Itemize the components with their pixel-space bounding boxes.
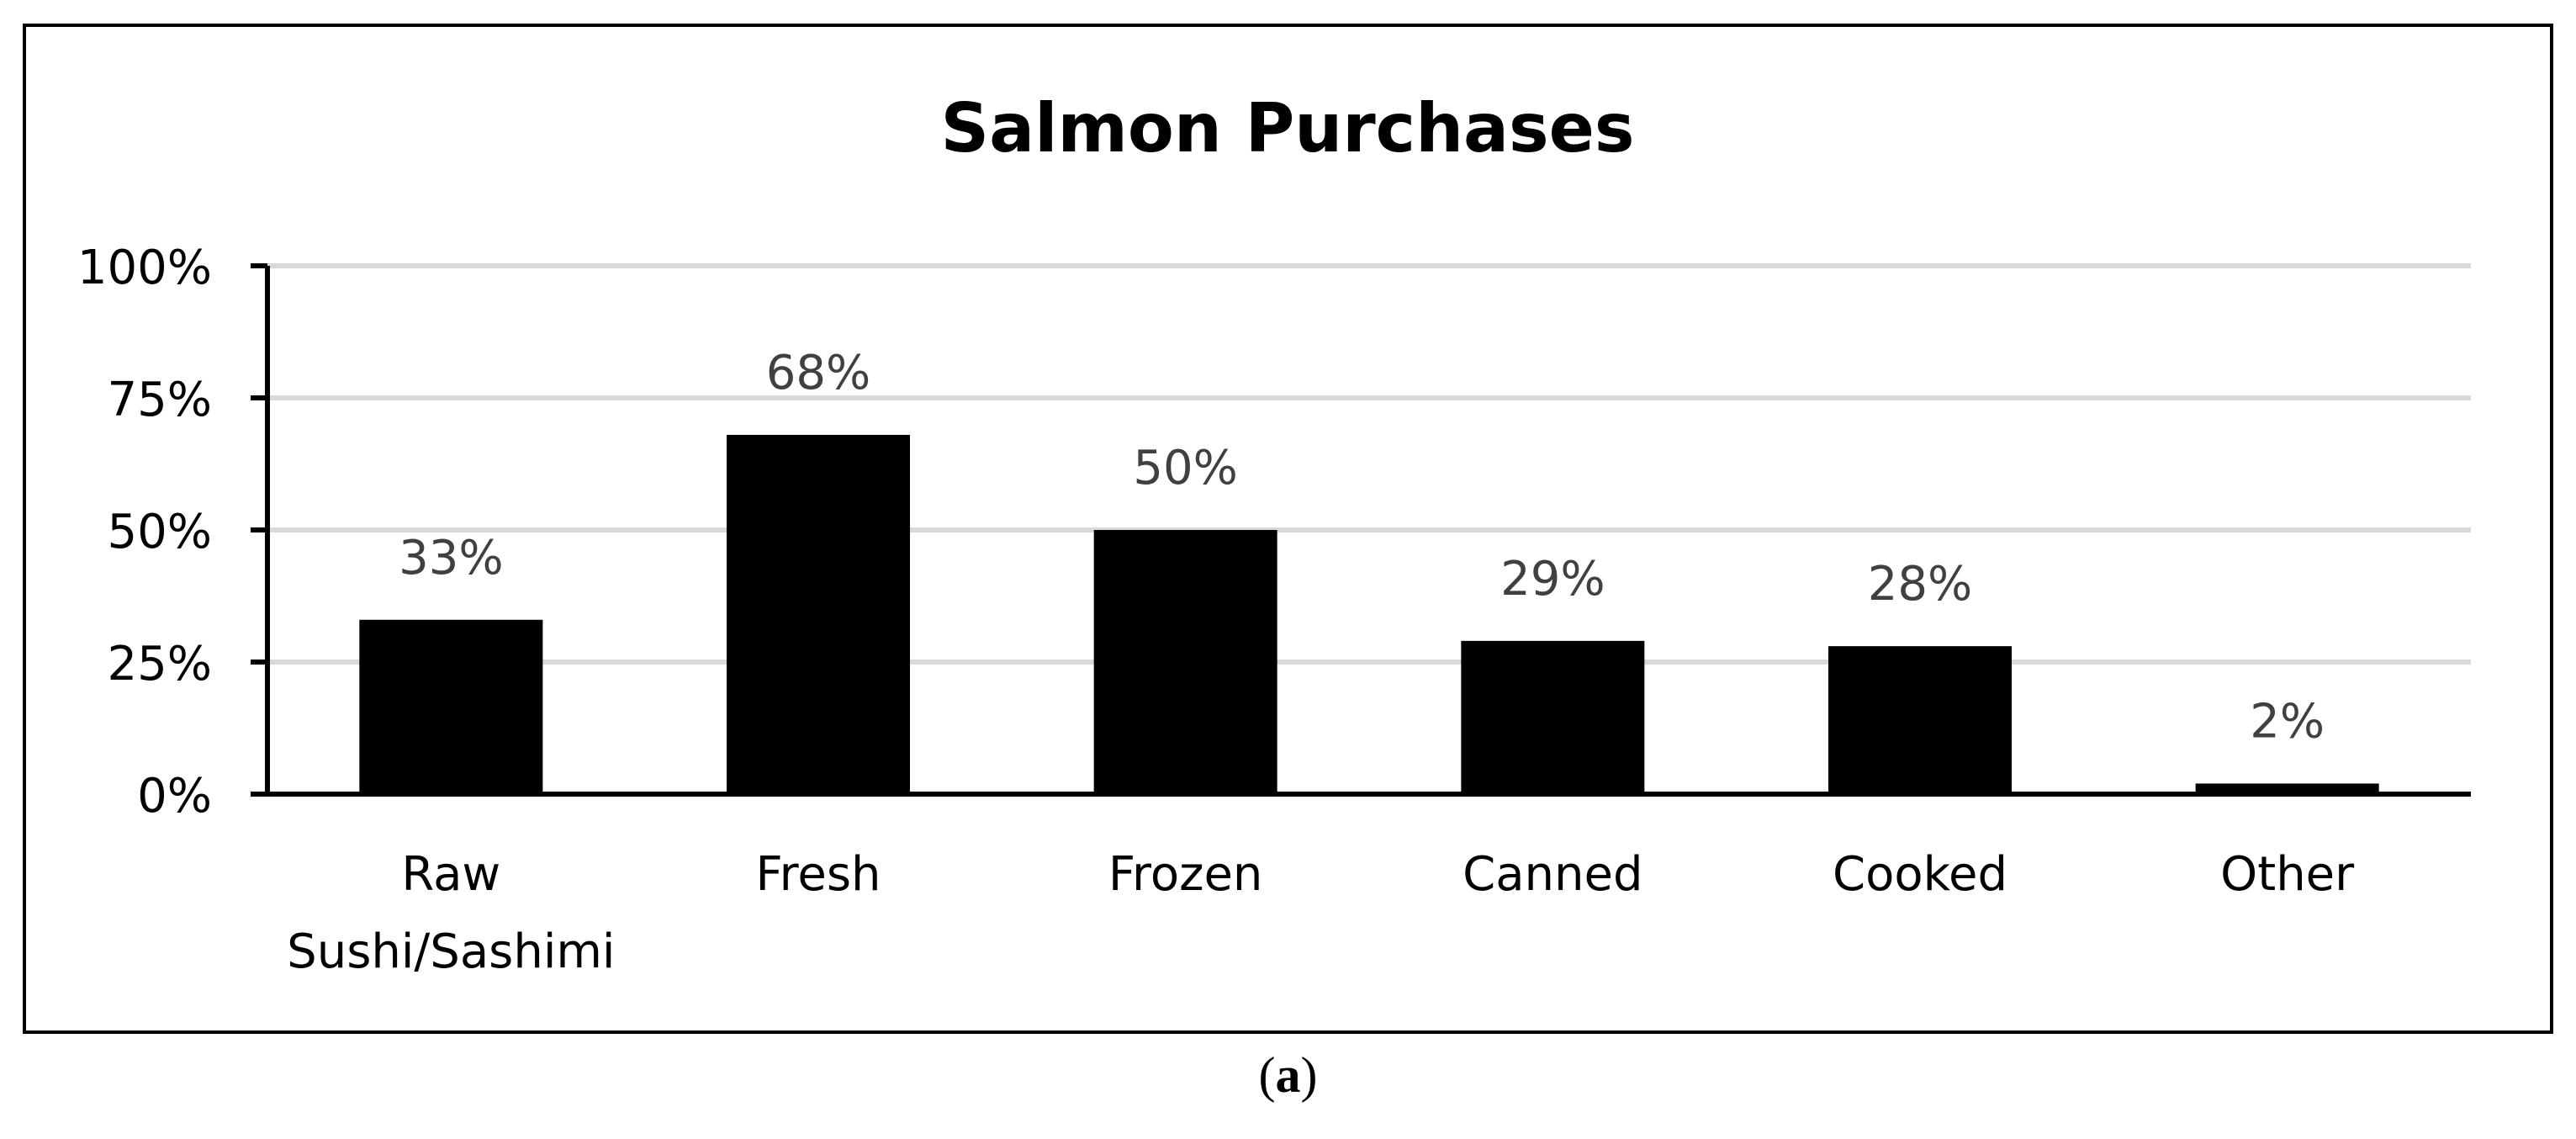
data-label: 68% (766, 346, 870, 400)
gridlines (267, 263, 2471, 665)
bar (359, 619, 543, 794)
panel-label-letter: a (1275, 1047, 1301, 1103)
bar (1461, 640, 1645, 794)
panel-label-open: ( (1258, 1047, 1276, 1103)
x-tick-label: Frozen (1108, 847, 1263, 902)
y-tick-label: 0% (137, 769, 212, 824)
x-tick-label: Other (2220, 847, 2355, 902)
data-label: 33% (399, 531, 503, 585)
x-tick-label: Sushi/Sashimi (287, 924, 615, 979)
axes (251, 263, 2471, 797)
bar (727, 434, 910, 794)
panel-label: (a) (0, 1050, 2576, 1100)
data-label: 50% (1133, 441, 1237, 495)
y-tick-label: 75% (108, 373, 212, 427)
data-label: 28% (1868, 557, 1972, 612)
bar (1093, 530, 1277, 794)
x-tick-label: Cooked (1833, 847, 2007, 902)
chart-title: Salmon Purchases (940, 89, 1634, 167)
bar (1828, 646, 2012, 794)
data-label: 2% (2250, 694, 2325, 749)
x-tick-label: Raw (401, 847, 500, 902)
panel-label-close: ) (1300, 1047, 1318, 1103)
x-tick-label: Fresh (755, 847, 881, 902)
y-tick-label: 25% (108, 637, 212, 691)
data-label: 29% (1500, 552, 1605, 607)
x-tick-label: Canned (1463, 847, 1642, 902)
bar (2195, 783, 2379, 794)
bars (359, 434, 2379, 794)
y-tick-label: 100% (77, 241, 212, 295)
y-tick-label: 50% (108, 505, 212, 559)
labels: 0% 25% 50% 75% 100% 33% Raw Sushi/Sashimi 68% Fre… (77, 241, 2355, 979)
